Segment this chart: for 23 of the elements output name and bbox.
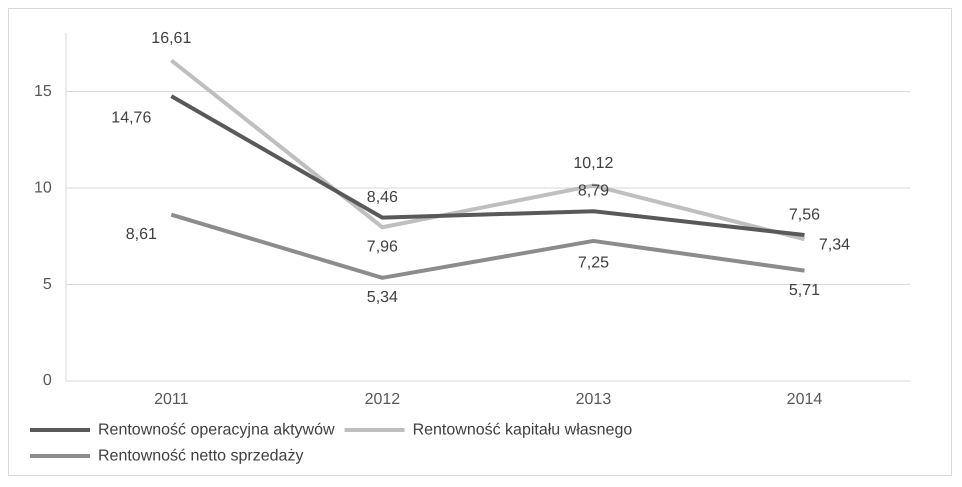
y-tick-label: 5	[42, 276, 52, 293]
data-label: 10,12	[573, 155, 614, 172]
x-tick-label: 2013	[576, 390, 612, 408]
data-label: 7,34	[818, 236, 850, 254]
data-label: 7,96	[366, 238, 398, 256]
legend-label: Rentowność netto sprzedaży	[98, 447, 304, 464]
data-label: 14,76	[111, 110, 152, 126]
data-label: 8,61	[126, 226, 157, 244]
x-tick-label: 2014	[786, 390, 822, 408]
x-tick-label: 2012	[364, 390, 400, 408]
data-label: 7,25	[578, 254, 610, 272]
data-label: 5,71	[788, 282, 820, 300]
data-label: 5,34	[366, 289, 398, 306]
x-tick-label: 2011	[154, 390, 189, 408]
y-tick-label: 0	[42, 372, 52, 390]
y-tick-label: 15	[34, 82, 52, 100]
legend-label: Rentowność operacyjna aktywów	[98, 421, 336, 438]
y-tick-label: 10	[34, 179, 52, 196]
data-label: 16,61	[151, 30, 192, 47]
data-label: 7,56	[788, 206, 820, 224]
data-label: 8,79	[578, 182, 610, 200]
legend-label: Rentowność kapitału własnego	[412, 421, 632, 438]
data-label: 8,46	[366, 189, 398, 206]
